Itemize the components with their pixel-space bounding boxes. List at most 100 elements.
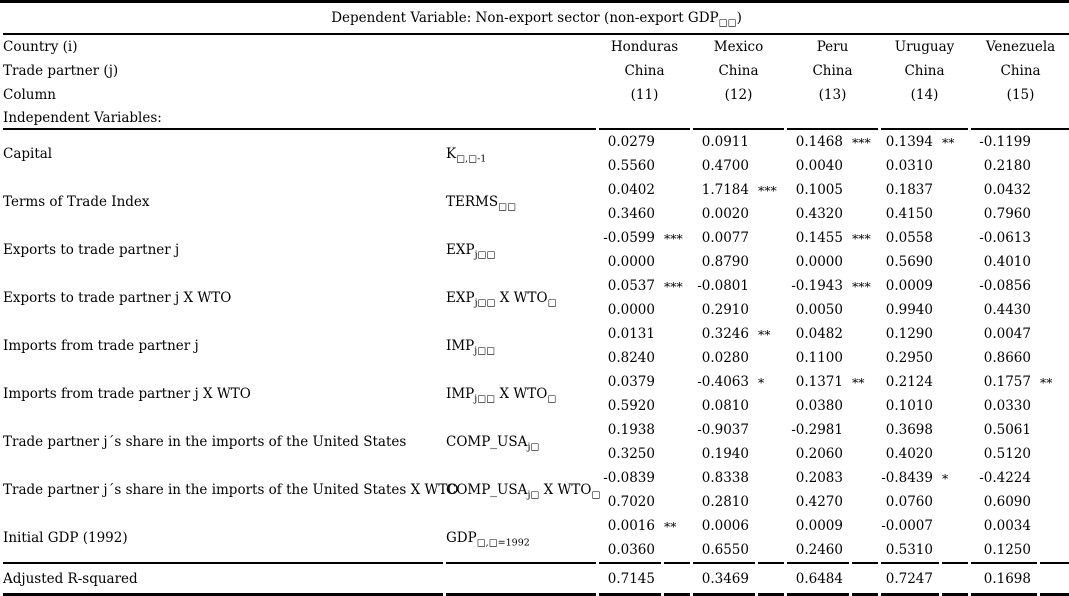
coefficient: 0.0279 bbox=[607, 134, 655, 150]
coefficient: -0.0801 bbox=[697, 278, 749, 294]
symbol-subscript: j□□ bbox=[474, 297, 496, 309]
significance-stars bbox=[758, 418, 784, 442]
p-value: 0.0000 bbox=[607, 302, 655, 318]
country-row-label: Country (i) bbox=[3, 39, 78, 55]
empty-cell bbox=[852, 490, 878, 514]
coefficient: -0.1943 bbox=[791, 278, 843, 294]
p-value: 0.0310 bbox=[885, 158, 933, 174]
variable-symbol: COMP_USAj□ bbox=[446, 418, 596, 466]
symbol-text: EXP bbox=[446, 242, 475, 258]
empty-cell bbox=[942, 442, 968, 466]
significance-stars bbox=[852, 178, 878, 202]
significance-stars bbox=[942, 370, 968, 394]
coefficient: 0.0402 bbox=[607, 182, 655, 198]
section-label: Independent Variables: bbox=[3, 107, 596, 130]
p-value: 0.4010 bbox=[983, 254, 1031, 270]
significance-stars bbox=[758, 514, 784, 538]
coefficient: 1.7184 bbox=[701, 182, 749, 198]
empty-cell bbox=[1040, 490, 1069, 514]
country-header: Mexico bbox=[713, 39, 764, 55]
empty-cell bbox=[664, 250, 690, 274]
empty-cell bbox=[758, 298, 784, 322]
significance-stars bbox=[664, 178, 690, 202]
country-header: Venezuela bbox=[985, 39, 1056, 55]
variable-row: Terms of Trade Index TERMS□□ 0.0402 1.71… bbox=[3, 178, 1069, 212]
coefficient: 0.1455 bbox=[795, 230, 843, 246]
row-label: Imports from trade partner j bbox=[3, 338, 199, 354]
symbol-text: IMP bbox=[446, 338, 475, 354]
empty-cell bbox=[758, 250, 784, 274]
coefficient: 0.0034 bbox=[983, 518, 1031, 534]
p-value: 0.4270 bbox=[795, 494, 843, 510]
p-value: 0.5920 bbox=[607, 398, 655, 414]
p-value: 0.1010 bbox=[885, 398, 933, 414]
coefficient: -0.4224 bbox=[979, 470, 1031, 486]
variable-row: Exports to trade partner j EXPj□□ -0.059… bbox=[3, 226, 1069, 260]
empty-cell bbox=[1040, 538, 1069, 562]
coefficient: 0.0077 bbox=[701, 230, 749, 246]
significance-stars bbox=[758, 226, 784, 250]
symbol-text: K bbox=[446, 146, 457, 162]
row-label: Exports to trade partner j X WTO bbox=[3, 290, 232, 306]
significance-stars bbox=[758, 466, 784, 490]
header-rule-segment bbox=[971, 107, 1069, 130]
coefficient: 0.1757 bbox=[983, 374, 1031, 390]
significance-stars bbox=[942, 274, 968, 298]
p-value: 0.0280 bbox=[701, 350, 749, 366]
p-value: 0.7020 bbox=[607, 494, 655, 510]
p-value: 0.3250 bbox=[607, 446, 655, 462]
coefficient: 0.0016 bbox=[607, 518, 655, 534]
empty-cell bbox=[758, 562, 784, 596]
significance-stars bbox=[1040, 226, 1069, 250]
coefficient: 0.2083 bbox=[795, 470, 843, 486]
p-value: 0.6090 bbox=[983, 494, 1031, 510]
symbol-text: EXP bbox=[446, 290, 475, 306]
coefficient: -0.4063 bbox=[697, 374, 749, 390]
empty-cell bbox=[942, 394, 968, 418]
column-number: (15) bbox=[1006, 87, 1035, 103]
pvalue-row: 0.5920 0.0810 0.0380 0.1010 0.0330 bbox=[3, 394, 1069, 418]
p-value: 0.1100 bbox=[795, 350, 843, 366]
significance-stars bbox=[1040, 514, 1069, 538]
p-value: 0.0000 bbox=[607, 254, 655, 270]
p-value: 0.5310 bbox=[885, 542, 933, 558]
empty-cell bbox=[1040, 298, 1069, 322]
r-squared-value: 0.7145 bbox=[599, 562, 661, 596]
r-squared-value: 0.6484 bbox=[787, 562, 849, 596]
significance-stars bbox=[664, 370, 690, 394]
variable-symbol: TERMS□□ bbox=[446, 178, 596, 226]
symbol-subscript: j□□ bbox=[474, 249, 496, 261]
empty-cell bbox=[1040, 250, 1069, 274]
significance-stars bbox=[664, 322, 690, 346]
significance-stars bbox=[1040, 274, 1069, 298]
partner-row-label: Trade partner (j) bbox=[3, 63, 119, 79]
empty-cell bbox=[446, 562, 596, 596]
partner-header: China bbox=[718, 63, 759, 79]
pvalue-row: 0.3460 0.0020 0.4320 0.4150 0.7960 bbox=[3, 202, 1069, 226]
p-value: 0.4020 bbox=[885, 446, 933, 462]
variable-row: Imports from trade partner j IMPj□□ 0.01… bbox=[3, 322, 1069, 356]
variable-row: Trade partner j´s share in the imports o… bbox=[3, 418, 1069, 452]
column-row-label: Column bbox=[3, 87, 56, 103]
p-value: 0.4430 bbox=[983, 302, 1031, 318]
p-value: 0.3460 bbox=[607, 206, 655, 222]
title-row: Dependent Variable: Non-export sector (n… bbox=[3, 3, 1069, 35]
significance-stars: ** bbox=[664, 518, 677, 534]
p-value: 0.2810 bbox=[701, 494, 749, 510]
empty-cell bbox=[942, 346, 968, 370]
header-rule-segment bbox=[787, 107, 878, 130]
empty-cell bbox=[758, 154, 784, 178]
coefficient: 0.2124 bbox=[885, 374, 933, 390]
empty-cell bbox=[1040, 202, 1069, 226]
empty-cell bbox=[1040, 562, 1069, 596]
empty-cell bbox=[664, 562, 690, 596]
column-number: (12) bbox=[724, 87, 753, 103]
p-value: 0.0000 bbox=[795, 254, 843, 270]
p-value: 0.6550 bbox=[701, 542, 749, 558]
significance-stars: *** bbox=[852, 278, 871, 294]
significance-stars: *** bbox=[758, 182, 777, 198]
coefficient: -0.0839 bbox=[603, 470, 655, 486]
variable-symbol: GDP□,□=1992 bbox=[446, 514, 596, 562]
coefficient: 0.0558 bbox=[885, 230, 933, 246]
symbol-subscript: j□ bbox=[527, 441, 540, 453]
